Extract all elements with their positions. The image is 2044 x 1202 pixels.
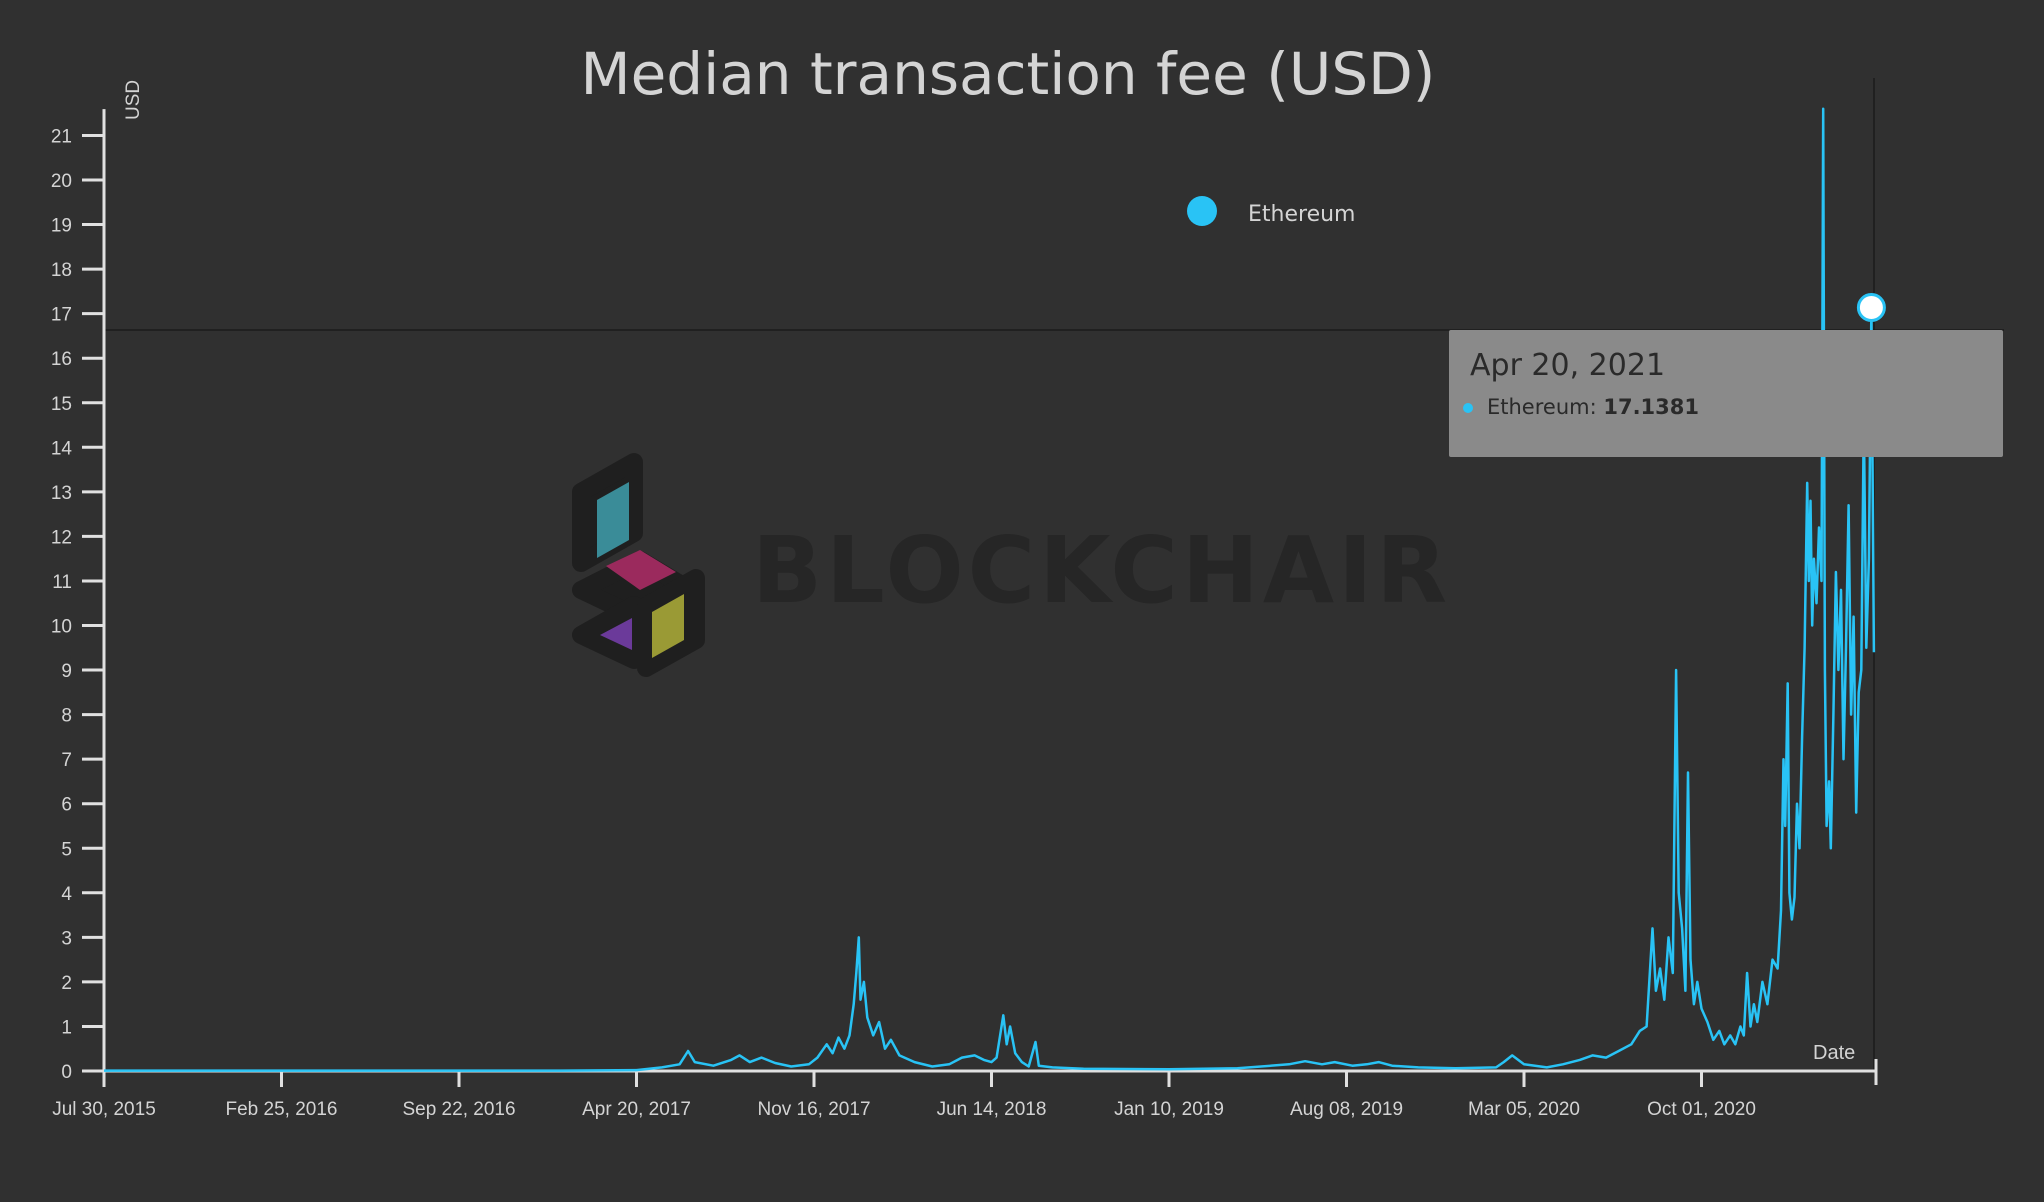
y-tick-label: 12 xyxy=(51,527,72,548)
y-tick-label: 10 xyxy=(51,617,72,638)
y-tick-label: 1 xyxy=(61,1017,72,1038)
x-tick-label: Mar 05, 2020 xyxy=(1468,1099,1580,1120)
tooltip: Apr 20, 2021 Ethereum: 17.1381 xyxy=(1449,330,2003,457)
series-line-ethereum xyxy=(104,107,1876,1072)
y-tick-label: 2 xyxy=(61,973,72,994)
x-tick-label: Aug 08, 2019 xyxy=(1290,1099,1403,1120)
y-tick-label: 13 xyxy=(51,483,72,504)
x-tick-label: Oct 01, 2020 xyxy=(1647,1099,1756,1120)
y-tick-label: 7 xyxy=(61,750,72,771)
x-tick-label: Jul 30, 2015 xyxy=(52,1099,156,1120)
y-tick-label: 18 xyxy=(51,260,72,281)
watermark-text: BLOCKCHAIR xyxy=(752,517,1451,624)
y-tick-label: 5 xyxy=(61,839,72,860)
y-tick-label: 21 xyxy=(51,126,72,147)
y-tick-label: 17 xyxy=(51,305,72,326)
tooltip-series-name: Ethereum xyxy=(1487,395,1590,419)
legend[interactable]: Ethereum xyxy=(1187,196,1355,227)
y-tick-label: 19 xyxy=(51,216,72,237)
tooltip-date: Apr 20, 2021 xyxy=(1470,348,1666,383)
x-tick-label: Apr 20, 2017 xyxy=(582,1099,691,1120)
x-axis: Jul 30, 2015 Feb 25, 2016 Sep 22, 2016 Apr … xyxy=(52,1059,1878,1120)
y-tick-label: 11 xyxy=(52,572,72,593)
y-tick-label: 0 xyxy=(61,1062,72,1083)
x-tick-label: Nov 16, 2017 xyxy=(757,1099,870,1120)
chart-title: Median transaction fee (USD) xyxy=(580,40,1436,108)
tooltip-value: 17.1381 xyxy=(1603,395,1700,419)
y-tick-label: 14 xyxy=(51,438,73,459)
x-tick-label: Sep 22, 2016 xyxy=(402,1099,515,1120)
legend-marker-ethereum xyxy=(1187,196,1217,226)
y-tick-label: 9 xyxy=(61,661,72,682)
legend-label-ethereum: Ethereum xyxy=(1248,202,1355,227)
tooltip-separator: : xyxy=(1589,395,1597,419)
y-tick-label: 8 xyxy=(61,706,72,727)
y-tick-label: 20 xyxy=(51,171,72,192)
y-tick-label: 4 xyxy=(61,884,72,905)
y-tick-label: 6 xyxy=(61,795,72,816)
highlight-point[interactable] xyxy=(1856,292,1886,322)
y-axis-label: USD xyxy=(123,80,144,120)
y-tick-label: 15 xyxy=(51,394,72,415)
x-tick-label: Jan 10, 2019 xyxy=(1114,1099,1224,1120)
x-axis-label: Date xyxy=(1813,1042,1855,1064)
y-tick-label: 16 xyxy=(51,349,72,370)
blockchair-logo xyxy=(572,453,705,677)
x-tick-label: Jun 14, 2018 xyxy=(937,1099,1047,1120)
y-tick-label: 3 xyxy=(61,928,72,949)
tooltip-row: Ethereum: 17.1381 xyxy=(1463,395,1700,419)
x-tick-label: Feb 25, 2016 xyxy=(226,1099,338,1120)
tooltip-series-dot xyxy=(1463,403,1473,413)
blockchair-watermark: BLOCKCHAIR xyxy=(572,453,1451,677)
